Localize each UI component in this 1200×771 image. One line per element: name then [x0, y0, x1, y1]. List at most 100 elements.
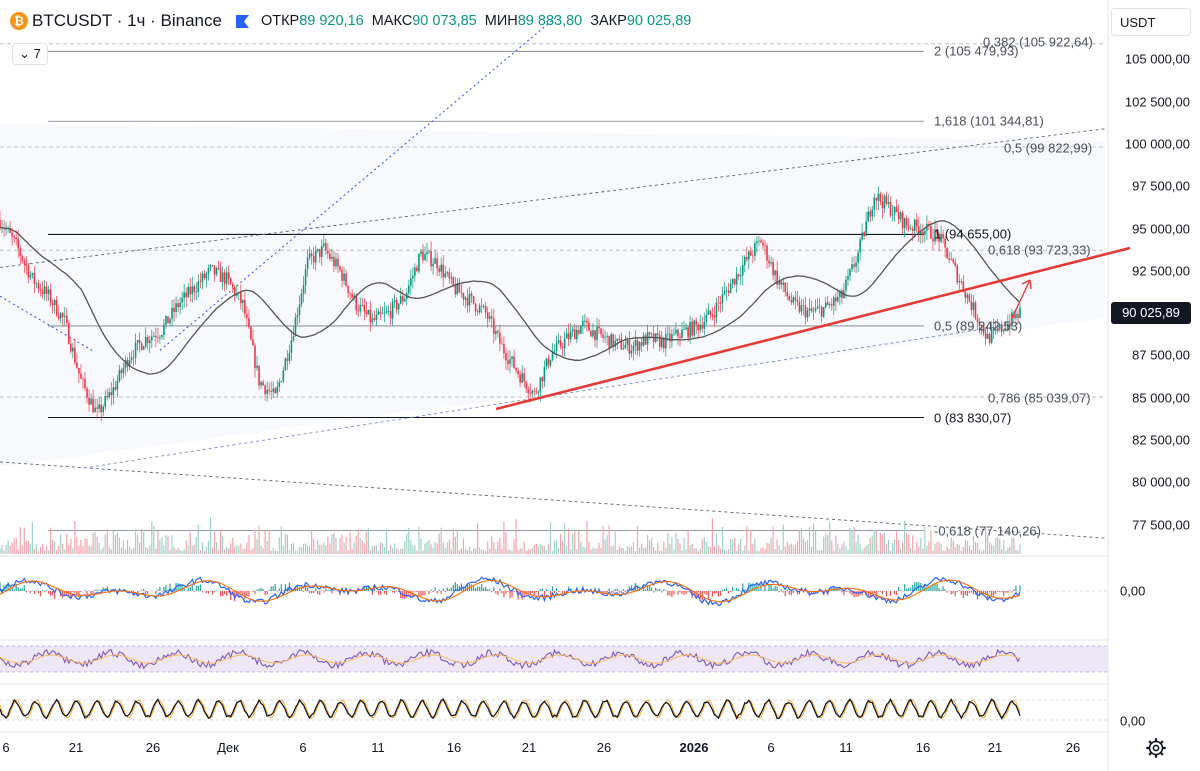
candle-body — [950, 259, 952, 261]
macd-histogram-bar — [537, 591, 539, 597]
volume-bar — [845, 546, 847, 554]
volume-bar — [187, 545, 189, 554]
candle-body — [440, 264, 442, 272]
volume-bar — [64, 549, 66, 554]
volume-bar — [792, 546, 794, 554]
channel-fill — [0, 123, 1105, 468]
volume-bar — [276, 550, 278, 554]
volume-bar — [436, 543, 438, 554]
macd-histogram-bar — [436, 591, 438, 594]
volume-bar — [989, 542, 991, 554]
macd-histogram-bar — [647, 585, 649, 591]
macd-histogram-bar — [181, 584, 183, 591]
volume-bar — [511, 550, 513, 554]
macd-histogram-bar — [444, 591, 446, 593]
macd-histogram-bar — [671, 591, 673, 597]
macd-histogram-bar — [562, 591, 564, 594]
volume-bar — [873, 529, 875, 554]
candle-body — [130, 357, 133, 360]
candle-body — [177, 303, 179, 307]
currency-selector[interactable]: USDT — [1111, 8, 1191, 36]
macd-histogram-bar — [566, 591, 568, 592]
candle-body — [541, 377, 544, 382]
macd-histogram-bar — [167, 589, 169, 591]
candle-body — [45, 286, 48, 294]
candle-body — [567, 333, 570, 340]
candle-body — [899, 212, 902, 220]
volume-bar — [944, 550, 946, 554]
symbol-title[interactable]: BTCUSDT · 1ч · Binance — [32, 11, 222, 30]
volume-bar — [300, 547, 303, 554]
macd-histogram-bar — [157, 589, 159, 591]
macd-histogram-bar — [408, 591, 410, 597]
candle-body — [511, 356, 513, 359]
macd-histogram-bar — [230, 591, 232, 601]
volume-bar — [659, 550, 661, 554]
candle-body — [845, 279, 847, 291]
candle-body — [733, 278, 736, 285]
macd-histogram-bar — [240, 591, 242, 594]
candle-body — [561, 346, 564, 349]
flag-icon[interactable] — [235, 14, 249, 28]
macd-histogram-bar — [284, 583, 286, 591]
candle-body — [325, 243, 327, 251]
candle-body — [780, 281, 782, 285]
macd-histogram-bar — [932, 584, 934, 591]
volume-bar — [383, 547, 386, 554]
volume-bar — [768, 543, 770, 554]
volume-bar — [224, 549, 226, 554]
macd-histogram-bar — [614, 589, 616, 591]
macd-histogram-bar — [792, 591, 794, 594]
volume-bar — [11, 542, 13, 554]
candle-body — [786, 292, 789, 297]
volume-bar — [118, 537, 121, 554]
macd-histogram-bar — [766, 590, 768, 591]
macd-histogram-bar — [456, 584, 458, 591]
macd-histogram-bar — [416, 591, 418, 592]
candle-body — [608, 335, 610, 348]
volume-bar — [240, 543, 242, 554]
volume-bar — [215, 542, 218, 554]
volume-bar — [456, 529, 458, 554]
macd-histogram-bar — [41, 590, 44, 591]
volume-bar — [620, 547, 622, 554]
macd-histogram-bar — [784, 591, 786, 597]
candle-body — [976, 318, 979, 322]
macd-histogram-bar — [171, 588, 173, 591]
candle-body — [132, 357, 135, 359]
volume-bar — [17, 549, 19, 554]
candle-body — [414, 267, 416, 276]
volume-bar — [228, 548, 230, 554]
volume-bar — [323, 542, 325, 554]
volume-bar — [284, 533, 286, 554]
candle-body — [531, 390, 534, 394]
time-axis-label: 16 — [915, 740, 931, 755]
candle-body — [102, 406, 105, 413]
candle-body — [92, 398, 94, 413]
volume-bar — [400, 548, 402, 554]
candle-body — [673, 333, 675, 335]
candle-body — [27, 265, 30, 278]
indicators-toggle[interactable]: ⌄ 7 — [12, 43, 48, 65]
volume-bar — [881, 534, 883, 554]
macd-histogram-bar — [442, 588, 444, 591]
candle-body — [820, 306, 823, 317]
volume-bar — [193, 544, 195, 554]
gear-icon[interactable] — [1146, 738, 1166, 758]
volume-bar — [290, 543, 293, 554]
volume-bar — [106, 529, 108, 554]
candle-body — [754, 243, 756, 256]
macd-histogram-bar — [928, 586, 930, 591]
macd-histogram-bar — [758, 588, 760, 591]
candle-body — [76, 362, 78, 368]
fib2-level-label: 0,382 (105 922,64) — [983, 34, 1093, 50]
candle-body — [837, 297, 839, 302]
macd-histogram-bar — [11, 587, 13, 591]
candle-body — [598, 326, 600, 329]
volume-bar — [772, 526, 774, 554]
macd-histogram-bar — [228, 591, 230, 593]
volume-bar — [82, 546, 84, 554]
macd-histogram-bar — [897, 586, 900, 591]
macd-histogram-bar — [193, 591, 195, 593]
